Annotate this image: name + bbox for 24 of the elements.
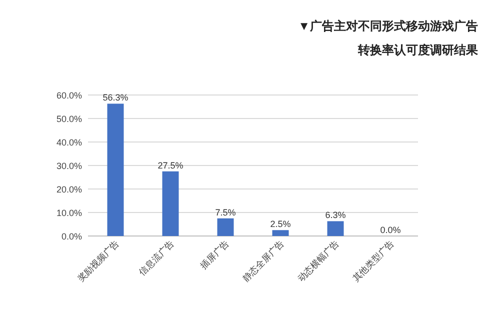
data-label: 56.3% xyxy=(102,92,128,103)
y-tick-label: 60.0% xyxy=(56,90,82,100)
x-tick-label: 动态横幅广告 xyxy=(296,238,341,284)
bar xyxy=(162,171,179,236)
data-label: 7.5% xyxy=(215,207,236,218)
x-tick-label: 插屏广告 xyxy=(198,238,231,271)
data-label: 0.0% xyxy=(380,225,401,235)
y-tick-label: 10.0% xyxy=(56,208,82,218)
bar xyxy=(327,221,344,236)
data-label: 2.5% xyxy=(270,219,291,230)
y-tick-label: 20.0% xyxy=(56,184,82,194)
bar xyxy=(217,218,234,236)
data-label: 6.3% xyxy=(325,210,346,220)
bar xyxy=(272,230,289,236)
data-label: 27.5% xyxy=(158,160,184,170)
x-tick-label: 信息流广告 xyxy=(137,238,176,278)
y-tick-label: 50.0% xyxy=(56,114,82,124)
y-tick-label: 30.0% xyxy=(56,161,82,171)
y-tick-label: 40.0% xyxy=(56,138,82,148)
x-tick-label: 静态全屏广告 xyxy=(240,238,286,284)
chart-title: ▼广告主对不同形式移动游戏广告 xyxy=(298,19,478,33)
chart-subtitle: 转换率认可度调研结果 xyxy=(357,43,479,57)
bar xyxy=(107,104,124,236)
x-tick-label: 其他类型广告 xyxy=(350,238,396,284)
